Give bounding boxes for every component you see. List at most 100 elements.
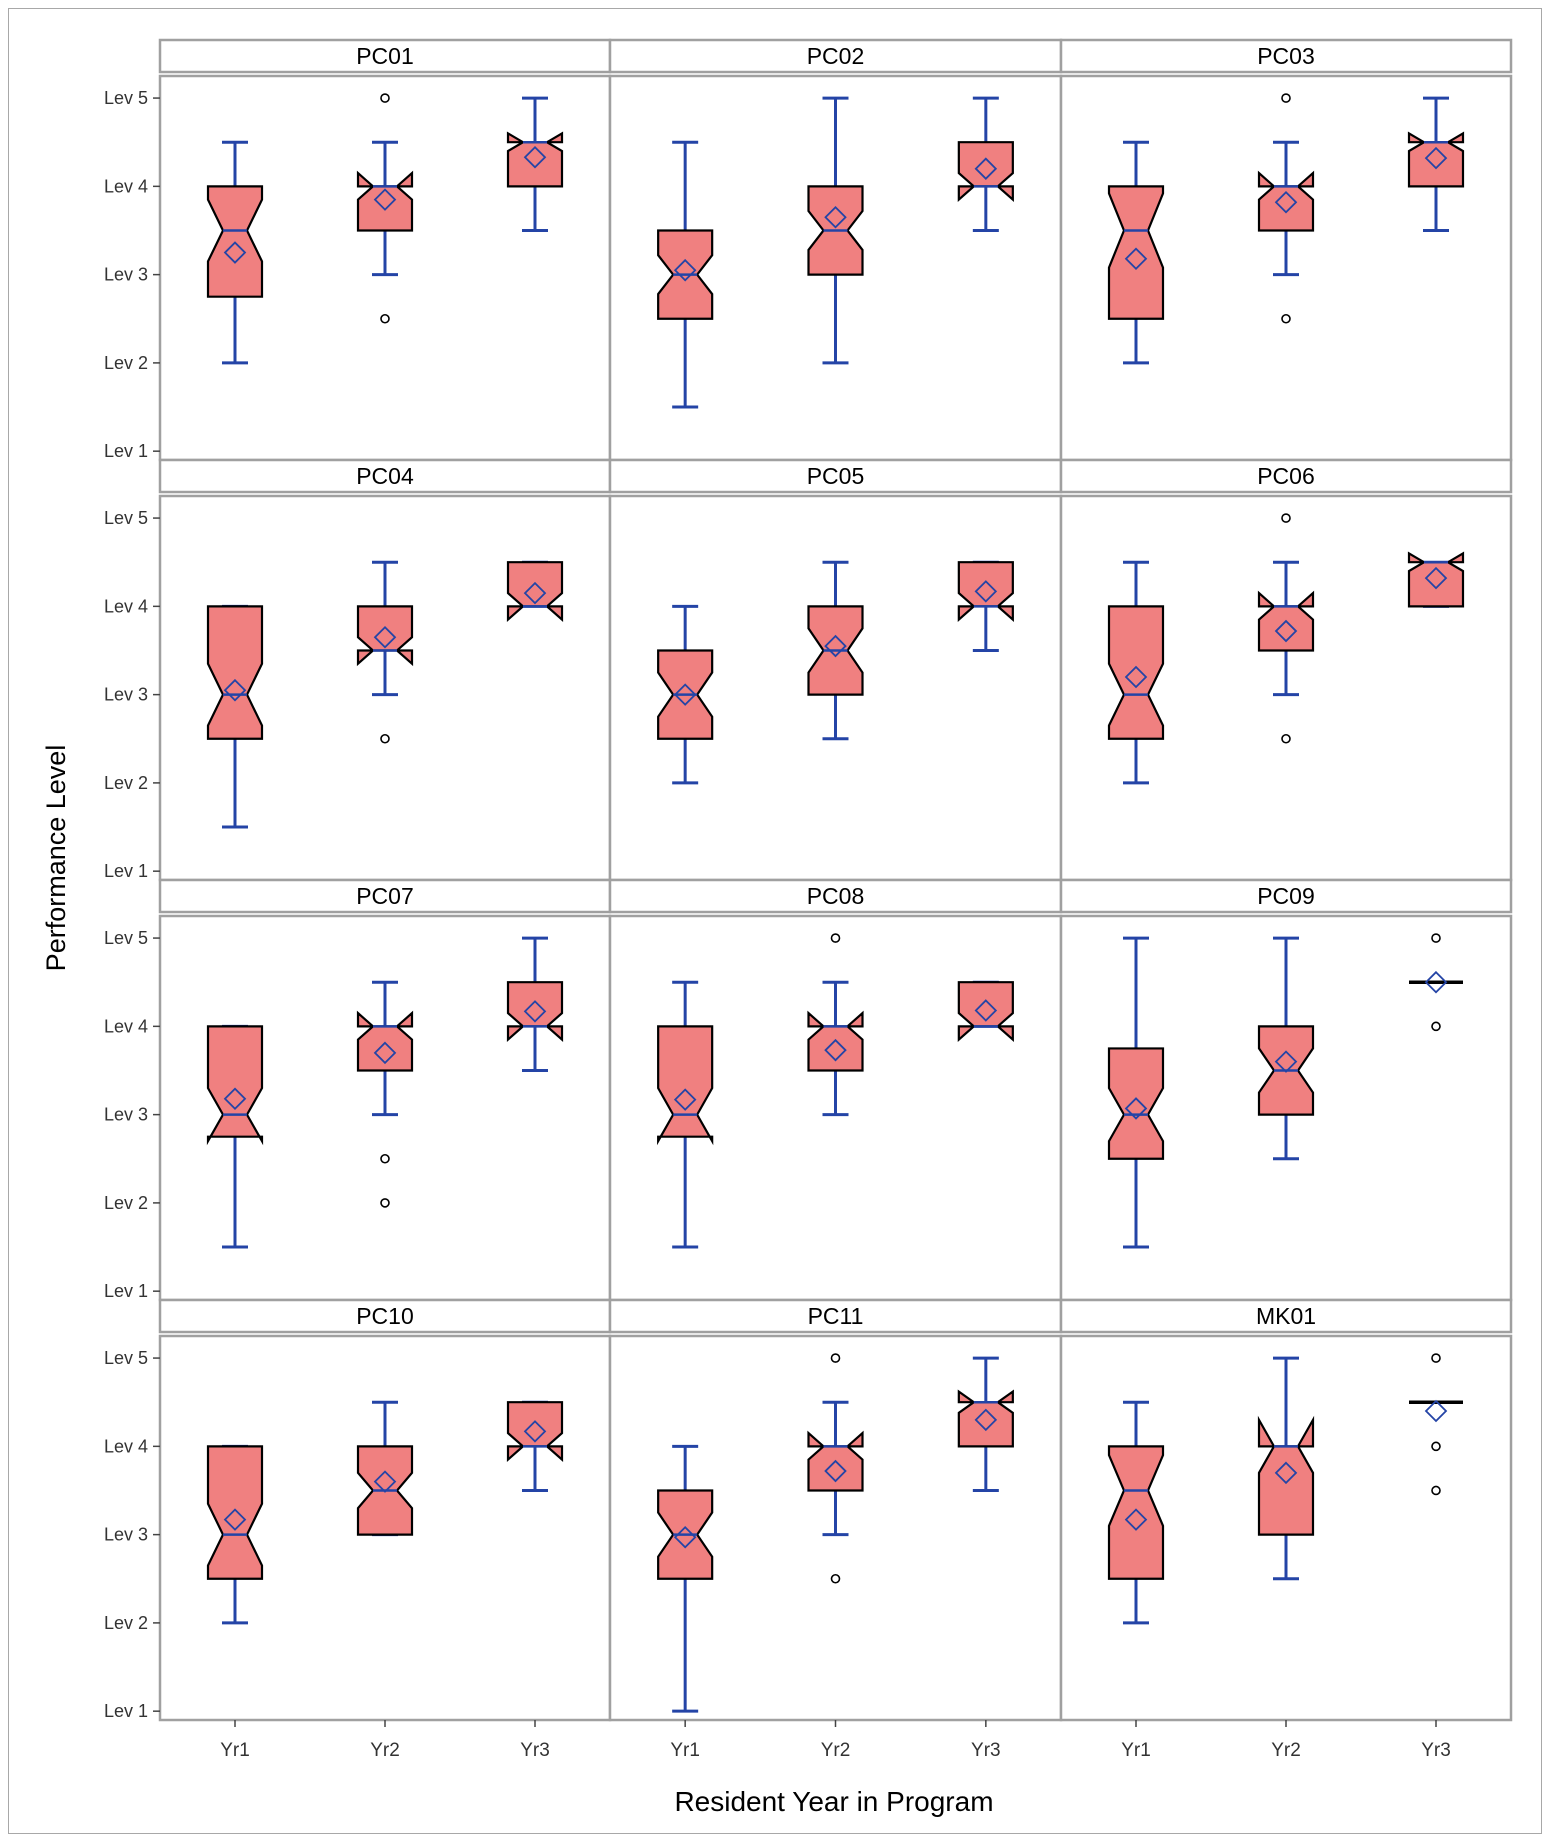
box-yr1 [657,604,714,785]
y-tick-label: Lev 5 [104,1348,148,1368]
x-axis-label: Resident Year in Program [674,1786,993,1817]
box-yr1 [206,604,264,829]
box-body [807,1010,864,1072]
panel-header [1059,458,1513,494]
y-tick-label: Lev 3 [104,265,148,285]
mean-marker [223,1087,247,1111]
mean-marker [1274,1461,1298,1485]
outlier-point [380,1153,390,1164]
box-yr2 [807,560,864,741]
mean-marker [673,1088,697,1111]
panel-header [158,458,612,494]
box-yr2 [807,933,864,1117]
x-tick-label: Yr1 [220,1740,250,1761]
panel-header [158,878,612,914]
box-yr2 [356,560,414,744]
mean-marker [373,625,397,649]
x-tick-label: Yr2 [821,1740,851,1761]
mean-marker [824,1038,847,1062]
outlier-point [1431,933,1441,943]
y-tick-label: Lev 3 [104,1105,148,1125]
panel-title: PC09 [1257,883,1315,909]
box-yr1 [657,980,714,1249]
box-yr3: Yr3 [506,1400,564,1761]
panel-header [1059,878,1513,914]
mean-marker [1424,970,1448,994]
panel-pc04: PC04 Lev 1 Lev 2 Lev 3 Lev 4 Lev 5 [104,458,612,882]
panel-pc03: PC03 [1059,38,1513,462]
box-body [1257,1415,1315,1536]
box-yr2: Yr2 [807,1353,864,1761]
mean-marker [1274,190,1298,214]
box-yr1 [1107,560,1165,785]
box-yr3 [957,980,1014,1043]
mean-marker [673,1525,697,1549]
outlier-point [830,933,841,943]
mean-marker [1124,665,1148,689]
y-tick-label: Lev 4 [104,596,148,616]
box-yr3 [506,560,564,623]
mean-marker [523,581,547,605]
box-yr2 [1257,93,1315,324]
outlier-point [1431,1441,1441,1452]
outlier-point [1431,1021,1441,1032]
panel-pc09: PC09 [1059,878,1513,1302]
y-tick-label: Lev 4 [104,1436,148,1456]
x-tick-label: Yr3 [520,1740,550,1761]
panel-title: PC10 [356,1303,414,1329]
y-tick-label: Lev 1 [104,1701,148,1721]
panel-title: PC03 [1257,43,1315,69]
box-yr3 [1409,933,1463,1032]
box-body [506,561,564,623]
x-tick-label: Yr2 [370,1740,400,1761]
mean-marker [1124,1097,1148,1120]
mean-marker [1424,566,1448,590]
box-body [506,981,564,1043]
y-tick-label: Lev 2 [104,773,148,793]
mean-marker [373,188,397,211]
box-body [506,131,564,188]
panel-title: PC07 [356,883,414,909]
y-tick-label: Lev 1 [104,441,148,461]
box-yr1: Yr1 [657,1444,714,1761]
mean-marker [373,1041,397,1065]
box-body [1107,1047,1165,1160]
panel-pc07: PC07 Lev 1 Lev 2 Lev 3 Lev 4 Lev 5 [104,878,612,1302]
panel-title: PC04 [356,463,414,489]
box-body [206,1025,264,1146]
box-yr1: Yr1 [206,1444,264,1761]
mean-marker [1274,1050,1298,1073]
box-yr2 [356,980,414,1208]
box-yr3 [506,936,564,1072]
box-yr1 [657,140,714,409]
panel-title: PC08 [807,883,865,909]
box-yr1 [1107,140,1165,365]
box-body [957,981,1014,1043]
box-body [1107,605,1165,740]
box-yr2: Yr2 [1257,1356,1315,1761]
panel-title: PC05 [807,463,865,489]
mean-marker [673,258,697,282]
outlier-point [1281,93,1291,103]
panel-title: PC02 [807,43,865,69]
box-yr3 [1407,96,1465,232]
box-yr3 [1407,551,1465,608]
outlier-point [830,1573,841,1584]
box-yr1 [1107,936,1165,1249]
mean-marker [824,634,847,658]
panel-pc10: PC10 Lev 1 Lev 2 Lev 3 Lev 4 Lev 5 Yr1 Yr2 Yr3 [104,1298,612,1761]
panel-title: PC01 [356,43,414,69]
outlier-point [1431,1353,1441,1363]
box-body [957,141,1014,203]
box-body [356,605,414,667]
outlier-point [830,1353,841,1363]
panel-pc02: PC02 [608,38,1063,462]
panel-pc11: PC11 Yr1 Yr2 Yr3 [608,1298,1063,1761]
y-axis-label: Performance Level [41,745,71,972]
y-tick-label: Lev 5 [104,508,148,528]
panel-title: PC11 [808,1303,864,1329]
box-yr3 [957,560,1014,652]
outlier-point [1281,733,1291,744]
mean-marker [1124,247,1148,271]
